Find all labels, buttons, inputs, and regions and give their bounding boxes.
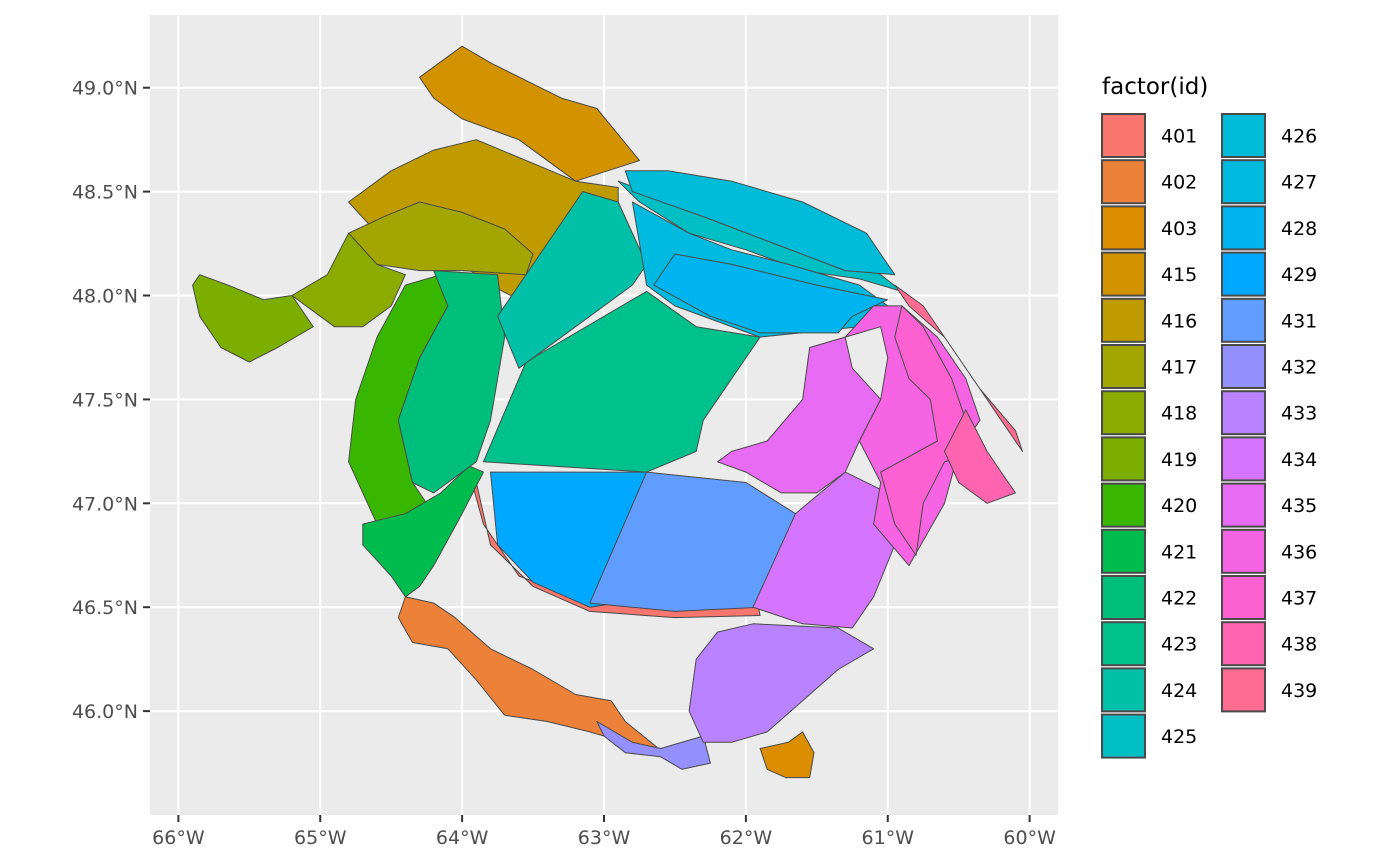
y-axis: 46.0°N 46.5°N 47.0°N 47.5°N 48.0°N 48.5°N 49.0… <box>72 78 150 723</box>
legend-key-427 <box>1221 159 1266 205</box>
legend: factor(id) 401 402 403 415 416 417 418 419 420 42… <box>1101 74 1317 759</box>
region-419 <box>192 274 314 363</box>
region-435 <box>717 336 882 494</box>
legend-label-418: 418 <box>1161 403 1197 425</box>
region-426 <box>624 170 896 276</box>
legend-key-432 <box>1221 344 1266 389</box>
legend-label-425: 425 <box>1161 726 1197 748</box>
legend-label-417: 417 <box>1161 357 1197 379</box>
region-437 <box>880 305 981 556</box>
x-tick-label: 66°W <box>152 827 205 849</box>
region-421 <box>362 465 484 598</box>
legend-label-433: 433 <box>1281 403 1317 425</box>
legend-label-435: 435 <box>1281 495 1317 517</box>
legend-key-424 <box>1101 667 1146 713</box>
x-tick-label: 65°W <box>294 827 347 849</box>
legend-label-432: 432 <box>1281 357 1317 379</box>
legend-key-421 <box>1101 528 1146 574</box>
legend-key-437 <box>1221 575 1266 620</box>
legend-key-420 <box>1101 482 1146 528</box>
legend-label-428: 428 <box>1281 218 1317 240</box>
legend-label-421: 421 <box>1161 541 1197 563</box>
legend-label-415: 415 <box>1161 264 1197 286</box>
legend-keys: 401 402 403 415 416 417 418 419 420 421 422 423 424 4… <box>1101 113 1317 759</box>
y-tick-label: 46.5°N <box>72 597 138 619</box>
region-432 <box>596 721 711 770</box>
legend-label-403: 403 <box>1161 218 1197 240</box>
legend-label-402: 402 <box>1161 172 1197 194</box>
legend-key-429 <box>1221 251 1266 297</box>
legend-key-417 <box>1101 344 1146 389</box>
region-403 <box>759 731 815 779</box>
legend-label-427: 427 <box>1281 172 1317 194</box>
legend-key-403 <box>1101 205 1146 251</box>
map-regions <box>192 45 1023 779</box>
x-tick-label: 63°W <box>578 827 631 849</box>
legend-key-438 <box>1221 621 1266 667</box>
x-tick-label: 61°W <box>862 827 915 849</box>
legend-key-426 <box>1221 113 1266 158</box>
region-424 <box>497 191 648 369</box>
legend-key-425 <box>1101 713 1146 759</box>
region-439 <box>894 284 1023 452</box>
legend-label-437: 437 <box>1281 588 1317 610</box>
legend-key-401 <box>1101 113 1146 158</box>
legend-key-431 <box>1221 297 1266 343</box>
region-418 <box>291 232 406 328</box>
y-tick-label: 48.0°N <box>72 286 138 308</box>
legend-label-424: 424 <box>1161 680 1197 702</box>
legend-label-401: 401 <box>1161 126 1197 148</box>
legend-label-419: 419 <box>1161 449 1197 471</box>
legend-key-423 <box>1101 621 1146 667</box>
legend-key-436 <box>1221 528 1266 574</box>
legend-key-434 <box>1221 436 1266 482</box>
legend-key-418 <box>1101 390 1146 436</box>
y-tick-label: 47.0°N <box>72 493 138 515</box>
legend-key-415 <box>1101 251 1146 297</box>
legend-label-420: 420 <box>1161 495 1197 517</box>
y-tick-label: 46.0°N <box>72 701 138 723</box>
legend-label-423: 423 <box>1161 634 1197 656</box>
legend-key-435 <box>1221 482 1266 528</box>
region-433 <box>688 623 875 743</box>
legend-label-436: 436 <box>1281 541 1317 563</box>
legend-label-416: 416 <box>1161 310 1197 332</box>
legend-key-422 <box>1101 575 1146 620</box>
x-tick-label: 60°W <box>1003 827 1056 849</box>
y-tick-label: 47.5°N <box>72 389 138 411</box>
region-438 <box>944 409 1016 504</box>
legend-label-422: 422 <box>1161 588 1197 610</box>
legend-title: factor(id) <box>1102 74 1208 100</box>
legend-key-428 <box>1221 205 1266 251</box>
legend-label-431: 431 <box>1281 310 1317 332</box>
legend-key-439 <box>1221 667 1266 713</box>
region-415 <box>419 45 640 182</box>
legend-label-426: 426 <box>1281 126 1317 148</box>
y-tick-label: 48.5°N <box>72 182 138 204</box>
y-tick-label: 49.0°N <box>72 78 138 100</box>
region-423 <box>482 290 761 473</box>
legend-label-438: 438 <box>1281 634 1317 656</box>
legend-key-416 <box>1101 297 1146 343</box>
x-axis: 66°W 65°W 64°W 63°W 62°W 61°W 60°W <box>152 815 1056 849</box>
legend-key-402 <box>1101 159 1146 205</box>
region-417 <box>348 201 534 276</box>
x-tick-label: 64°W <box>436 827 489 849</box>
x-tick-label: 62°W <box>720 827 773 849</box>
legend-key-419 <box>1101 436 1146 482</box>
legend-label-434: 434 <box>1281 449 1317 471</box>
region-428 <box>653 253 889 334</box>
legend-label-439: 439 <box>1281 680 1317 702</box>
legend-label-429: 429 <box>1281 264 1317 286</box>
legend-key-433 <box>1221 390 1266 436</box>
